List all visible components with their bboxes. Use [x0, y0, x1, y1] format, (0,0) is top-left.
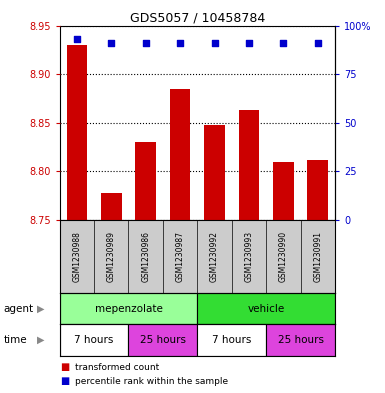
Text: GSM1230989: GSM1230989	[107, 231, 116, 282]
Bar	[129, 324, 197, 356]
Text: GSM1230988: GSM1230988	[72, 231, 81, 282]
Text: ■: ■	[60, 376, 69, 386]
Bar	[60, 324, 129, 356]
Bar	[67, 45, 87, 220]
Bar	[266, 324, 335, 356]
Text: GSM1230993: GSM1230993	[244, 231, 253, 282]
Text: ▶: ▶	[37, 335, 44, 345]
Bar	[239, 110, 259, 220]
Text: time: time	[4, 335, 27, 345]
Title: GDS5057 / 10458784: GDS5057 / 10458784	[130, 11, 265, 24]
Point	[142, 40, 149, 46]
Point	[280, 40, 286, 46]
Text: 25 hours: 25 hours	[278, 335, 323, 345]
Text: GSM1230992: GSM1230992	[210, 231, 219, 282]
Text: 7 hours: 7 hours	[212, 335, 251, 345]
Bar	[60, 293, 197, 324]
Bar	[101, 193, 122, 220]
Point	[211, 40, 218, 46]
Text: agent: agent	[4, 303, 34, 314]
Text: transformed count: transformed count	[75, 363, 159, 372]
Text: mepenzolate: mepenzolate	[95, 303, 162, 314]
Point	[177, 40, 183, 46]
Point	[74, 36, 80, 42]
Bar	[136, 142, 156, 220]
Text: GSM1230991: GSM1230991	[313, 231, 322, 282]
Text: 25 hours: 25 hours	[140, 335, 186, 345]
Text: ▶: ▶	[37, 303, 44, 314]
Bar	[204, 125, 225, 220]
Bar	[170, 89, 191, 220]
Text: vehicle: vehicle	[248, 303, 285, 314]
Text: GSM1230990: GSM1230990	[279, 231, 288, 282]
Point	[108, 40, 114, 46]
Bar	[273, 162, 294, 220]
Bar	[197, 293, 335, 324]
Text: ■: ■	[60, 362, 69, 373]
Text: GSM1230986: GSM1230986	[141, 231, 150, 282]
Text: percentile rank within the sample: percentile rank within the sample	[75, 377, 228, 386]
Text: GSM1230987: GSM1230987	[176, 231, 185, 282]
Bar	[197, 324, 266, 356]
Point	[246, 40, 252, 46]
Text: 7 hours: 7 hours	[74, 335, 114, 345]
Point	[315, 40, 321, 46]
Bar	[307, 160, 328, 220]
